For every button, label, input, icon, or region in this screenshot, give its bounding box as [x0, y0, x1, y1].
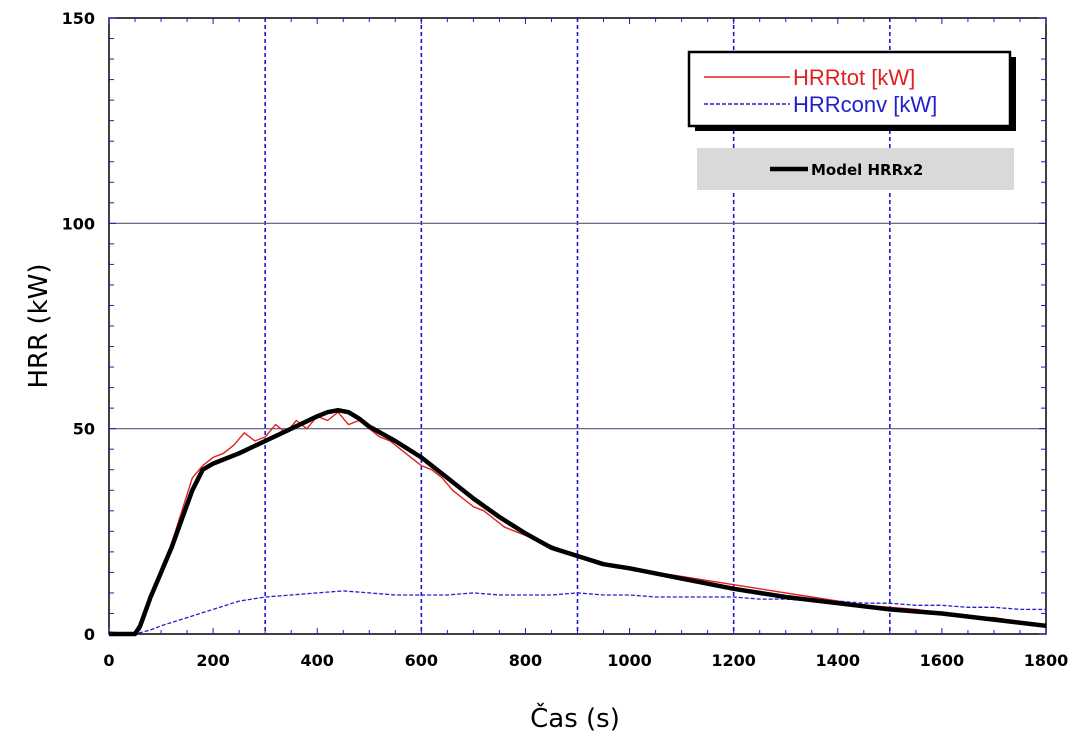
- x-tick-label: 0: [103, 651, 114, 670]
- legend-box: [687, 50, 1012, 128]
- legend-model: Model HRRx2: [697, 148, 1014, 190]
- x-tick-label: 1800: [1024, 651, 1069, 670]
- x-tick-label: 1200: [711, 651, 756, 670]
- y-tick-label: 100: [62, 214, 95, 233]
- legend-label-hrrtot: HRRtot [kW]: [793, 65, 915, 90]
- legend-label-hrrconv: HRRconv [kW]: [793, 92, 937, 117]
- gridlines: [109, 18, 1046, 634]
- y-axis-title: HRR (kW): [24, 264, 54, 389]
- x-tick-label: 200: [196, 651, 229, 670]
- x-tick-labels: 0 200 400 600 800 1000 1200 1400 1600 1800: [103, 651, 1068, 670]
- x-axis-title: Čas (s): [530, 702, 620, 734]
- x-tick-label: 1600: [920, 651, 965, 670]
- x-tick-label: 400: [301, 651, 334, 670]
- y-tick-label: 150: [62, 9, 95, 28]
- x-tick-label: 1400: [816, 651, 861, 670]
- series-line-1: [109, 590, 1046, 635]
- series-line-2: [109, 407, 1047, 637]
- x-tick-label: 1000: [607, 651, 652, 670]
- series-line-0: [108, 411, 1047, 635]
- x-tick-label: 800: [509, 651, 542, 670]
- legend-label-model: Model HRRx2: [811, 161, 923, 179]
- y-tick-labels: 0 50 100 150: [62, 9, 95, 644]
- y-tick-label: 50: [73, 420, 95, 439]
- y-tick-label: 0: [84, 625, 95, 644]
- series-layer: [108, 407, 1047, 637]
- x-tick-label: 600: [405, 651, 438, 670]
- legend-model-box: [697, 148, 1014, 190]
- minor-ticks: [108, 17, 1047, 635]
- legend-primary: HRRtot [kW] HRRconv [kW]: [687, 50, 1016, 131]
